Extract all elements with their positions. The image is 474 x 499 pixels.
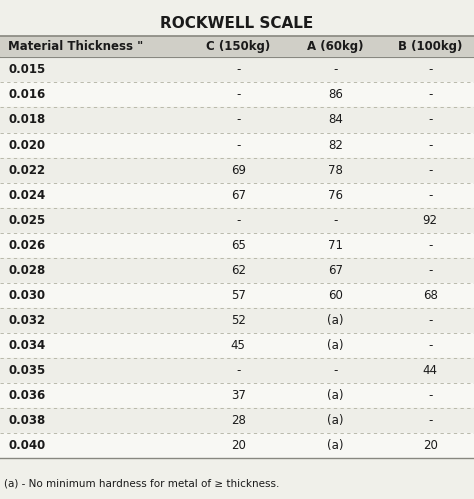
Text: 37: 37 bbox=[231, 389, 246, 402]
Bar bbox=[0, 36, 474, 458]
Text: Material Thickness ": Material Thickness " bbox=[8, 40, 143, 53]
Text: (a): (a) bbox=[327, 339, 344, 352]
Text: 0.036: 0.036 bbox=[8, 389, 46, 402]
Text: 0.040: 0.040 bbox=[8, 439, 46, 452]
Text: -: - bbox=[428, 389, 432, 402]
Text: 20: 20 bbox=[231, 439, 246, 452]
Text: 0.030: 0.030 bbox=[8, 289, 45, 302]
Text: 0.038: 0.038 bbox=[8, 414, 46, 427]
Text: -: - bbox=[428, 339, 432, 352]
Text: 0.035: 0.035 bbox=[8, 364, 46, 377]
Text: -: - bbox=[428, 314, 432, 327]
Text: 28: 28 bbox=[231, 414, 246, 427]
Text: -: - bbox=[236, 88, 240, 101]
Text: 0.026: 0.026 bbox=[8, 239, 46, 251]
Text: 86: 86 bbox=[328, 88, 343, 101]
Text: ROCKWELL SCALE: ROCKWELL SCALE bbox=[160, 16, 314, 31]
Text: 0.024: 0.024 bbox=[8, 189, 46, 202]
Text: (a): (a) bbox=[327, 439, 344, 452]
Text: 45: 45 bbox=[231, 339, 246, 352]
Text: 62: 62 bbox=[231, 264, 246, 277]
Text: 0.018: 0.018 bbox=[8, 113, 46, 126]
Text: 20: 20 bbox=[423, 439, 438, 452]
Text: 0.032: 0.032 bbox=[8, 314, 45, 327]
Bar bbox=[0, 158, 474, 183]
Text: (a): (a) bbox=[327, 414, 344, 427]
Bar bbox=[0, 57, 474, 82]
Text: -: - bbox=[428, 239, 432, 251]
Bar bbox=[0, 408, 474, 433]
Bar bbox=[0, 257, 474, 283]
Bar bbox=[0, 433, 474, 458]
Text: 52: 52 bbox=[231, 314, 246, 327]
Text: -: - bbox=[428, 189, 432, 202]
Bar bbox=[0, 36, 474, 57]
Text: -: - bbox=[236, 214, 240, 227]
Bar bbox=[0, 333, 474, 358]
Text: 0.025: 0.025 bbox=[8, 214, 46, 227]
Text: 0.015: 0.015 bbox=[8, 63, 46, 76]
Bar bbox=[0, 133, 474, 158]
Text: -: - bbox=[236, 63, 240, 76]
Bar bbox=[0, 308, 474, 333]
Text: (a) - No minimum hardness for metal of ≥ thickness.: (a) - No minimum hardness for metal of ≥… bbox=[4, 478, 279, 488]
Text: 84: 84 bbox=[328, 113, 343, 126]
Text: -: - bbox=[236, 113, 240, 126]
Bar bbox=[0, 82, 474, 107]
Text: 0.028: 0.028 bbox=[8, 264, 46, 277]
Text: 57: 57 bbox=[231, 289, 246, 302]
Text: 44: 44 bbox=[423, 364, 438, 377]
Text: 68: 68 bbox=[423, 289, 438, 302]
Bar bbox=[0, 208, 474, 233]
Text: 67: 67 bbox=[231, 189, 246, 202]
Text: 92: 92 bbox=[423, 214, 438, 227]
Bar bbox=[0, 383, 474, 408]
Text: 69: 69 bbox=[231, 164, 246, 177]
Text: B (100kg): B (100kg) bbox=[398, 40, 462, 53]
Text: -: - bbox=[428, 63, 432, 76]
Bar bbox=[0, 358, 474, 383]
Text: -: - bbox=[428, 139, 432, 152]
Text: 78: 78 bbox=[328, 164, 343, 177]
Text: (a): (a) bbox=[327, 314, 344, 327]
Text: -: - bbox=[333, 364, 337, 377]
Text: A (60kg): A (60kg) bbox=[307, 40, 364, 53]
Text: 60: 60 bbox=[328, 289, 343, 302]
Text: 0.022: 0.022 bbox=[8, 164, 45, 177]
Text: 0.034: 0.034 bbox=[8, 339, 46, 352]
Text: C (150kg): C (150kg) bbox=[206, 40, 270, 53]
Bar bbox=[0, 283, 474, 308]
Text: -: - bbox=[428, 414, 432, 427]
Text: -: - bbox=[428, 164, 432, 177]
Text: -: - bbox=[428, 113, 432, 126]
Text: 0.016: 0.016 bbox=[8, 88, 46, 101]
Text: 67: 67 bbox=[328, 264, 343, 277]
Text: 71: 71 bbox=[328, 239, 343, 251]
Text: 0.020: 0.020 bbox=[8, 139, 45, 152]
Text: -: - bbox=[333, 214, 337, 227]
Text: -: - bbox=[428, 264, 432, 277]
Text: 82: 82 bbox=[328, 139, 343, 152]
Bar bbox=[0, 233, 474, 258]
Text: -: - bbox=[236, 364, 240, 377]
Text: -: - bbox=[333, 63, 337, 76]
Bar bbox=[0, 183, 474, 208]
Bar bbox=[0, 107, 474, 133]
Text: 65: 65 bbox=[231, 239, 246, 251]
Text: 76: 76 bbox=[328, 189, 343, 202]
Text: -: - bbox=[236, 139, 240, 152]
Text: -: - bbox=[428, 88, 432, 101]
Text: (a): (a) bbox=[327, 389, 344, 402]
